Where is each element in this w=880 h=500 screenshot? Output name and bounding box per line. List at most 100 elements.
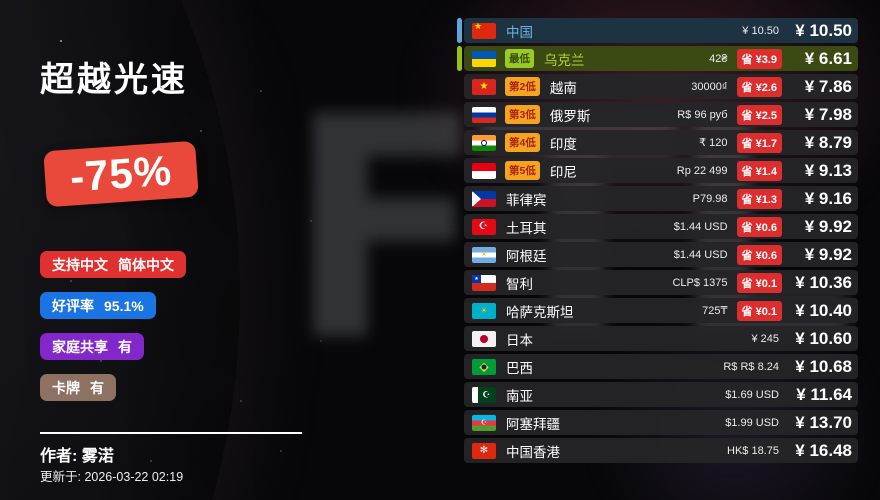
price-row[interactable]: 南亚 $1.69 USD ¥ 11.64: [464, 382, 858, 407]
region-price-list: 中国 ¥ 10.50 ¥ 10.50 最低 乌克兰 42₴ 省 ¥3.9 ¥ 6…: [457, 18, 858, 466]
country-flag-icon: [472, 134, 496, 151]
price-row[interactable]: 阿根廷 $1.44 USD 省 ¥0.6 ¥ 9.92: [464, 242, 858, 267]
local-currency-price: $1.44 USD: [673, 220, 728, 233]
tag-value: 有: [118, 338, 132, 355]
local-currency-price: P79.98: [692, 192, 728, 205]
price-row[interactable]: 第5低 印尼 Rp 22 499 省 ¥1.4 ¥ 9.13: [464, 158, 858, 183]
cny-price: ¥ 6.61: [804, 48, 852, 68]
country-flag-icon: [472, 246, 496, 263]
savings-badge: 省 ¥1.4: [736, 160, 782, 181]
price-row[interactable]: 第4低 印度 ₹ 120 省 ¥1.7 ¥ 8.79: [464, 130, 858, 155]
local-currency-price: R$ 96 руб: [677, 108, 728, 121]
savings-badge: 省 ¥0.1: [736, 272, 782, 293]
info-tag: 家庭共享 有: [40, 333, 144, 360]
rank-badge: 第5低: [505, 161, 540, 180]
tag-label: 家庭共享: [52, 338, 108, 355]
cny-price: ¥ 13.70: [795, 412, 852, 432]
cny-price: ¥ 9.92: [804, 216, 852, 236]
game-title: 超越光速: [40, 61, 188, 99]
country-name: 阿根廷: [506, 248, 547, 264]
cny-price: ¥ 8.79: [804, 132, 852, 152]
local-currency-price: $1.69 USD: [725, 388, 779, 401]
local-currency-price: 42₴: [709, 52, 728, 65]
country-name: 土耳其: [506, 220, 547, 236]
price-row[interactable]: 菲律宾 P79.98 省 ¥1.3 ¥ 9.16: [464, 186, 858, 211]
savings-badge: 省 ¥0.6: [736, 216, 782, 237]
savings-badge: 省 ¥1.7: [736, 132, 782, 153]
country-flag-icon: [472, 274, 496, 291]
country-name: 日本: [506, 332, 533, 348]
country-name: 智利: [506, 276, 533, 292]
country-flag-icon: [472, 22, 496, 39]
country-name: 印度: [549, 136, 577, 152]
planet-background: [0, 0, 240, 500]
country-flag-icon: [472, 50, 496, 67]
tag-value: 有: [90, 379, 104, 396]
local-currency-price: HK$ 18.75: [727, 444, 779, 457]
cny-price: ¥ 10.36: [795, 272, 852, 292]
local-currency-price: R$ R$ 8.24: [723, 360, 779, 373]
price-row[interactable]: 第2低 越南 30000₫ 省 ¥2.6 ¥ 7.86: [464, 74, 858, 99]
author-text: 作者: 雾渃: [40, 448, 114, 465]
price-row[interactable]: 中国 ¥ 10.50 ¥ 10.50: [457, 18, 858, 43]
info-tag: 卡牌 有: [40, 374, 116, 401]
price-row[interactable]: 哈萨克斯坦 725₸ 省 ¥0.1 ¥ 10.40: [464, 298, 858, 323]
rank-badge: 第2低: [505, 77, 540, 96]
country-name: 俄罗斯: [549, 108, 591, 124]
savings-badge: 省 ¥1.3: [736, 188, 782, 209]
local-currency-price: ¥ 245: [751, 332, 779, 345]
country-flag-icon: [472, 414, 496, 431]
local-currency-price: $1.44 USD: [673, 248, 728, 261]
price-row[interactable]: 智利 CLP$ 1375 省 ¥0.1 ¥ 10.36: [464, 270, 858, 295]
price-row[interactable]: 第3低 俄罗斯 R$ 96 руб 省 ¥2.5 ¥ 7.98: [464, 102, 858, 127]
country-name: 印尼: [549, 164, 577, 180]
price-row[interactable]: 土耳其 $1.44 USD 省 ¥0.6 ¥ 9.92: [464, 214, 858, 239]
country-name: 阿塞拜疆: [506, 416, 560, 432]
country-name: 菲律宾: [506, 192, 547, 208]
cny-price: ¥ 16.48: [795, 440, 852, 460]
local-currency-price: $1.99 USD: [725, 416, 779, 429]
cny-price: ¥ 7.86: [804, 76, 852, 96]
price-row[interactable]: 阿塞拜疆 $1.99 USD ¥ 13.70: [464, 410, 858, 435]
country-flag-icon: [472, 302, 496, 319]
country-flag-icon: [472, 442, 496, 459]
cny-price: ¥ 10.60: [795, 328, 852, 348]
price-row[interactable]: 最低 乌克兰 42₴ 省 ¥3.9 ¥ 6.61: [457, 46, 858, 71]
local-currency-price: 30000₫: [691, 80, 728, 93]
updated-text: 更新于: 2026-03-22 02:19: [40, 470, 184, 484]
savings-badge: 省 ¥2.5: [736, 104, 782, 125]
country-flag-icon: [472, 358, 496, 375]
country-name: 中国: [506, 24, 533, 40]
price-row[interactable]: 中国香港 HK$ 18.75 ¥ 16.48: [464, 438, 858, 463]
local-currency-price: Rp 22 499: [676, 164, 728, 177]
tag-value: 简体中文: [118, 256, 174, 273]
savings-badge: 省 ¥0.1: [736, 300, 782, 321]
cny-price: ¥ 10.40: [795, 300, 852, 320]
country-name: 巴西: [506, 360, 533, 376]
game-info-panel: 超越光速 -75% 支持中文 简体中文 好评率 95.1% 家庭共享 有 卡牌 …: [40, 61, 302, 484]
price-row[interactable]: 巴西 R$ R$ 8.24 ¥ 10.68: [464, 354, 858, 379]
cny-price: ¥ 7.98: [804, 104, 852, 124]
cny-price: ¥ 9.13: [804, 160, 852, 180]
country-flag-icon: [472, 218, 496, 235]
cny-price: ¥ 9.16: [804, 188, 852, 208]
rank-badge: 第4低: [505, 133, 540, 152]
savings-badge: 省 ¥0.6: [736, 244, 782, 265]
tag-label: 好评率: [52, 297, 94, 314]
country-name: 越南: [549, 80, 577, 96]
price-row[interactable]: 日本 ¥ 245 ¥ 10.60: [464, 326, 858, 351]
cny-price: ¥ 11.64: [796, 384, 852, 404]
country-flag-icon: [472, 386, 496, 403]
country-flag-icon: [472, 190, 496, 207]
rank-badge: 最低: [505, 49, 534, 68]
country-name: 哈萨克斯坦: [506, 304, 574, 320]
info-tag: 好评率 95.1%: [40, 292, 156, 319]
country-flag-icon: [472, 330, 496, 347]
discount-badge: -75%: [43, 140, 199, 208]
cny-price: ¥ 9.92: [804, 244, 852, 264]
local-currency-price: 725₸: [702, 305, 728, 317]
country-name: 乌克兰: [544, 52, 585, 68]
game-tags: 支持中文 简体中文 好评率 95.1% 家庭共享 有 卡牌 有: [40, 251, 186, 415]
starfield: [60, 40, 62, 42]
